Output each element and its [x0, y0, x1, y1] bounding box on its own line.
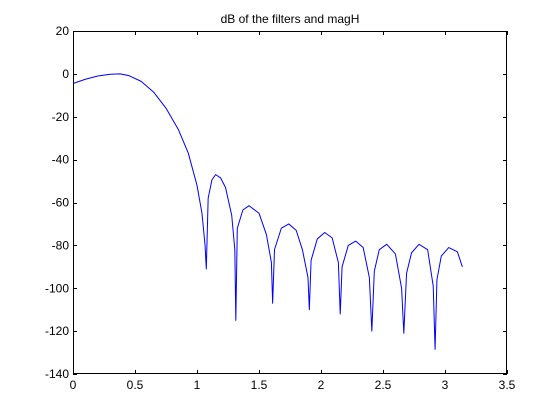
- y-tick-label: 0: [62, 67, 69, 81]
- x-tick-label: 1: [194, 378, 201, 392]
- x-tick-label: 0.5: [127, 378, 144, 392]
- series-line: [72, 73, 463, 350]
- y-tick-label: -140: [45, 367, 69, 381]
- y-tick-label: -120: [45, 324, 69, 338]
- x-tick-label: 3.5: [499, 378, 516, 392]
- y-tick-label: -20: [52, 110, 70, 124]
- chart-title: dB of the filters and magH: [221, 12, 360, 26]
- y-tick-label: -80: [52, 238, 70, 252]
- x-tick-label: 0: [70, 378, 77, 392]
- y-tick-label: -60: [52, 196, 70, 210]
- ticks-layer: 0 0.5 1 1.5 2 2.5 3 3.5 20 0 -20 -40 -60 -80 -100 -120 -…: [45, 24, 516, 392]
- x-tick-label: 2: [318, 378, 325, 392]
- y-tick-label: -100: [45, 281, 69, 295]
- y-tick-label: -40: [52, 153, 70, 167]
- series-layer: [72, 73, 463, 350]
- y-tick-label: 20: [56, 24, 70, 38]
- x-tick-label: 1.5: [251, 378, 268, 392]
- axes-box: [73, 31, 507, 374]
- plot-area: [73, 31, 507, 374]
- x-tick-label: 3: [442, 378, 449, 392]
- x-tick-label: 2.5: [375, 378, 392, 392]
